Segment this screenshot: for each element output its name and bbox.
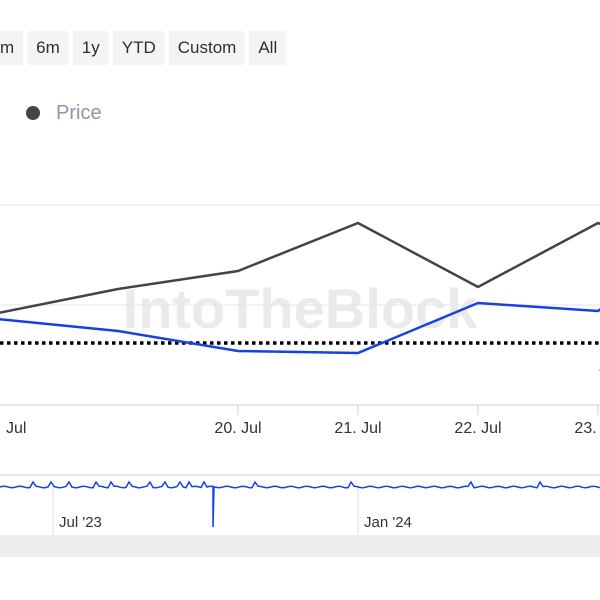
range-button-all[interactable]: All xyxy=(249,31,287,65)
x-tick-label: 23. Jul xyxy=(574,420,600,437)
range-button-3m[interactable]: m xyxy=(0,31,24,65)
x-tick-label: 22. Jul xyxy=(454,420,501,437)
watermark-text: IntoTheBlock xyxy=(123,277,479,340)
x-tick-label: 21. Jul xyxy=(334,420,381,437)
legend-marker xyxy=(26,106,40,120)
x-tick-label: Jul xyxy=(6,420,26,437)
series-line-blue xyxy=(0,219,600,355)
range-button-ytd[interactable]: YTD xyxy=(112,31,165,65)
navigator-series xyxy=(0,480,600,528)
legend-label: Price xyxy=(56,101,102,124)
series-line-price xyxy=(0,221,600,371)
range-button-1y[interactable]: 1y xyxy=(72,31,109,65)
navigator-tick-label: Jan '24 xyxy=(364,514,412,531)
range-selector: m 6m 1y YTD Custom All xyxy=(0,31,290,65)
x-tick-label: 20. Jul xyxy=(214,420,261,437)
range-button-custom[interactable]: Custom xyxy=(168,31,246,65)
navigator-tick-label: Jul '23 xyxy=(59,514,102,531)
range-button-6m[interactable]: 6m xyxy=(27,31,69,65)
navigator-scrollbar xyxy=(0,535,600,557)
legend-item-price[interactable]: Price xyxy=(26,100,102,126)
